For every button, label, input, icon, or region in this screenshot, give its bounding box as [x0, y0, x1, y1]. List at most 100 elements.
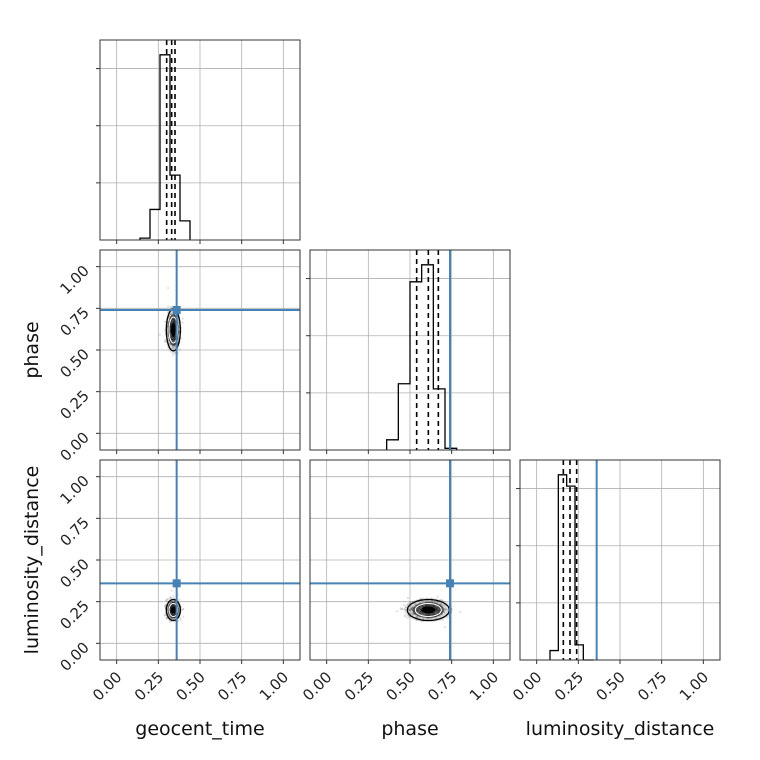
truth-marker-geocent-time-vs-luminosity-distance [172, 579, 181, 588]
sample-point-phase-vs-luminosity-distance [441, 618, 444, 622]
sample-point-geocent-time-vs-phase [166, 311, 170, 314]
sample-point-phase-vs-luminosity-distance [416, 615, 419, 618]
histogram-luminosity-distance [549, 474, 594, 661]
density-core-phase-vs-luminosity-distance [421, 606, 436, 614]
sample-point-geocent-time-vs-luminosity-distance [178, 598, 181, 601]
sample-point-geocent-time-vs-luminosity-distance [170, 589, 173, 592]
sample-point-phase-vs-luminosity-distance [459, 611, 462, 614]
sample-point-phase-vs-luminosity-distance [414, 603, 417, 606]
sample-point-geocent-time-vs-luminosity-distance [170, 600, 173, 603]
sample-point-geocent-time-vs-luminosity-distance [173, 600, 176, 603]
x-tick-label-phase-vs-luminosity-distance-4: 1.00 [466, 668, 502, 704]
sample-point-geocent-time-vs-phase [171, 354, 175, 357]
sample-point-phase-vs-luminosity-distance [410, 606, 413, 609]
sample-point-geocent-time-vs-phase [164, 340, 168, 344]
sample-point-geocent-time-vs-phase [172, 345, 175, 349]
sample-point-geocent-time-vs-luminosity-distance [179, 618, 182, 622]
sample-point-geocent-time-vs-luminosity-distance [168, 620, 171, 624]
sample-point-geocent-time-vs-luminosity-distance [172, 595, 175, 598]
sample-point-phase-vs-luminosity-distance [444, 608, 447, 611]
sample-point-phase-vs-luminosity-distance [422, 617, 425, 620]
sample-point-geocent-time-vs-phase [158, 333, 161, 336]
sample-point-geocent-time-vs-phase [163, 340, 166, 343]
sample-point-phase-vs-luminosity-distance [409, 608, 412, 611]
sample-point-phase-vs-luminosity-distance [433, 600, 436, 604]
x-tick-label-phase-vs-luminosity-distance-3: 0.75 [424, 668, 460, 704]
sample-point-phase-vs-luminosity-distance [413, 603, 416, 606]
sample-point-phase-vs-luminosity-distance [415, 619, 418, 622]
sample-point-phase-vs-luminosity-distance [446, 616, 450, 619]
y-tick-label-geocent-time-vs-phase-4: 1.00 [56, 262, 92, 298]
sample-point-phase-vs-luminosity-distance [438, 615, 442, 618]
truth-marker-phase-vs-luminosity-distance [446, 579, 454, 588]
sample-point-geocent-time-vs-phase [180, 337, 183, 340]
x-tick-label-luminosity-distance-3: 0.75 [634, 668, 670, 704]
data-layer [100, 40, 598, 661]
sample-point-phase-vs-luminosity-distance [440, 602, 443, 606]
sample-point-geocent-time-vs-luminosity-distance [165, 617, 168, 620]
sample-point-geocent-time-vs-luminosity-distance [181, 607, 185, 611]
sample-point-geocent-time-vs-phase [181, 321, 184, 324]
x-tick-label-geocent-time-vs-luminosity-distance-3: 0.75 [214, 668, 250, 704]
y-tick-label-geocent-time-vs-luminosity-distance-3: 0.75 [56, 513, 92, 549]
sample-point-phase-vs-luminosity-distance [404, 606, 407, 609]
sample-point-geocent-time-vs-luminosity-distance [165, 599, 168, 602]
sample-point-geocent-time-vs-luminosity-distance [169, 596, 173, 599]
sample-point-geocent-time-vs-phase [170, 312, 173, 315]
truth-marker-geocent-time-vs-phase [172, 306, 181, 314]
sample-point-phase-vs-luminosity-distance [426, 599, 429, 603]
sample-point-geocent-time-vs-luminosity-distance [170, 600, 174, 603]
x-tick-label-geocent-time-vs-luminosity-distance-1: 0.25 [131, 668, 167, 704]
sample-point-phase-vs-luminosity-distance [410, 607, 413, 610]
sample-point-phase-vs-luminosity-distance [408, 608, 411, 611]
sample-point-geocent-time-vs-luminosity-distance [169, 596, 172, 599]
sample-point-phase-vs-luminosity-distance [411, 612, 414, 615]
x-tick-label-phase-vs-luminosity-distance-1: 0.25 [341, 668, 377, 704]
y-tick-label-geocent-time-vs-luminosity-distance-2: 0.50 [56, 555, 92, 591]
sample-point-phase-vs-luminosity-distance [409, 609, 412, 612]
sample-point-geocent-time-vs-phase [167, 305, 170, 308]
sample-point-phase-vs-luminosity-distance [408, 601, 412, 604]
x-axis-label-geocent-time: geocent_time [135, 718, 264, 740]
sample-point-phase-vs-luminosity-distance [428, 600, 431, 603]
sample-point-geocent-time-vs-phase [167, 286, 170, 290]
sample-point-phase-vs-luminosity-distance [434, 617, 437, 620]
sample-point-phase-vs-luminosity-distance [415, 615, 419, 619]
sample-point-phase-vs-luminosity-distance [417, 616, 420, 619]
sample-point-geocent-time-vs-phase [171, 345, 174, 349]
y-tick-label-geocent-time-vs-luminosity-distance-0: 0.00 [56, 638, 92, 674]
histogram-geocent-time [139, 54, 191, 240]
sample-point-geocent-time-vs-luminosity-distance [179, 616, 182, 620]
x-axis-label-luminosity-distance: luminosity_distance [526, 718, 715, 740]
sample-point-phase-vs-luminosity-distance [410, 612, 414, 615]
y-tick-label-geocent-time-vs-phase-3: 0.75 [56, 303, 92, 339]
histogram-phase [386, 264, 458, 450]
x-tick-label-luminosity-distance-4: 1.00 [676, 668, 712, 704]
sample-point-phase-vs-luminosity-distance [404, 609, 407, 612]
density-core-geocent-time-vs-luminosity-distance [171, 606, 176, 614]
sample-point-phase-vs-luminosity-distance [440, 598, 443, 601]
sample-point-geocent-time-vs-phase [172, 345, 175, 348]
x-tick-label-phase-vs-luminosity-distance-2: 0.50 [382, 668, 418, 704]
sample-point-phase-vs-luminosity-distance [443, 611, 446, 615]
x-tick-label-geocent-time-vs-luminosity-distance-4: 1.00 [256, 668, 292, 704]
contour-outer-geocent-time-vs-luminosity-distance [165, 598, 181, 622]
sample-point-phase-vs-luminosity-distance [410, 608, 413, 611]
sample-point-phase-vs-luminosity-distance [445, 608, 448, 612]
sample-point-phase-vs-luminosity-distance [443, 607, 446, 610]
sample-point-phase-vs-luminosity-distance [444, 608, 447, 611]
sample-point-phase-vs-luminosity-distance [436, 600, 439, 604]
sample-point-geocent-time-vs-phase [169, 305, 172, 308]
sample-point-phase-vs-luminosity-distance [406, 616, 409, 620]
sample-point-geocent-time-vs-luminosity-distance [182, 608, 185, 611]
sample-point-phase-vs-luminosity-distance [407, 608, 411, 611]
sample-point-geocent-time-vs-phase [171, 347, 174, 350]
sample-point-phase-vs-luminosity-distance [435, 601, 438, 604]
sample-point-phase-vs-luminosity-distance [431, 599, 434, 603]
sample-point-phase-vs-luminosity-distance [402, 604, 405, 607]
sample-point-phase-vs-luminosity-distance [441, 599, 444, 602]
x-tick-label-luminosity-distance-0: 0.00 [509, 668, 545, 704]
contour-inner-phase-vs-luminosity-distance [414, 603, 442, 617]
sample-point-phase-vs-luminosity-distance [400, 608, 403, 611]
